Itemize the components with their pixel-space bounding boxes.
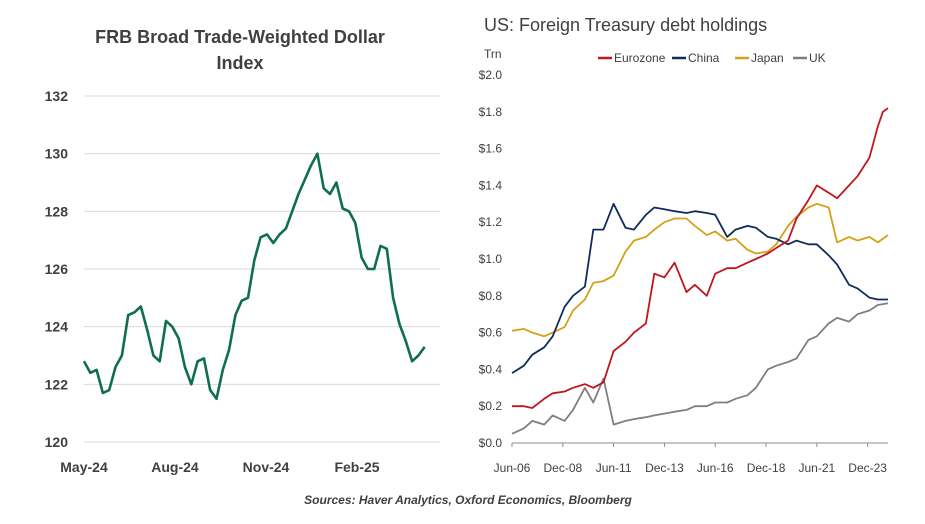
x-tick-label: Jun-11 (596, 461, 632, 475)
y-tick-label: $0.4 (479, 362, 503, 376)
y-tick-label: $1.2 (479, 215, 503, 229)
x-tick-label: Dec-13 (645, 461, 684, 475)
series-line-uk (511, 302, 889, 435)
x-tick-label: Feb-25 (334, 459, 379, 475)
y-tick-label: $0.6 (479, 326, 503, 340)
treasury-holdings-x-ticks: Jun-06 Dec-08 Jun-11 Dec-13 Jun-16 Dec-18 Jun-… (494, 461, 888, 475)
y-tick-label: $1.8 (479, 105, 503, 119)
y-tick-label: 130 (45, 146, 69, 162)
y-tick-label: 132 (45, 88, 69, 104)
dollar-index-line (82, 152, 426, 401)
y-tick-label: $1.4 (479, 178, 503, 192)
x-tick-label: Dec-08 (544, 461, 583, 475)
treasury-holdings-y-ticks: $0.0 $0.2 $0.4 $0.6 $0.8 $1.0 $1.2 $1.4 $1.6 $1.8… (479, 68, 503, 450)
y-tick-label: 128 (45, 203, 69, 219)
y-tick-label: 124 (45, 319, 69, 335)
legend-label: Japan (751, 51, 784, 65)
x-tick-label: Jun-21 (798, 461, 835, 475)
x-tick-label: Dec-18 (747, 461, 786, 475)
dollar-index-gridlines (84, 95, 440, 443)
treasury-holdings-title: US: Foreign Treasury debt holdings (484, 15, 767, 35)
series-line-japan (511, 202, 889, 338)
treasury-holdings-legend: Eurozone China Japan UK (598, 51, 826, 65)
dollar-index-title-line-1: FRB Broad Trade-Weighted Dollar (95, 27, 385, 47)
y-tick-label: $0.8 (479, 289, 503, 303)
x-tick-label: Jun-16 (697, 461, 734, 475)
legend-label: Eurozone (614, 51, 666, 65)
treasury-holdings-chart: US: Foreign Treasury debt holdings Trn E… (479, 15, 889, 475)
y-tick-label: 126 (45, 261, 69, 277)
dollar-index-y-ticks: 120 122 124 126 128 130 132 (45, 88, 69, 450)
y-tick-label: 122 (45, 376, 69, 392)
series-line-china (511, 202, 888, 374)
treasury-holdings-x-axis (511, 442, 888, 447)
dollar-index-x-ticks: May-24 Aug-24 Nov-24 Feb-25 (60, 459, 380, 475)
legend-label: UK (809, 51, 826, 65)
y-tick-label: 120 (45, 434, 69, 450)
x-tick-label: Dec-23 (848, 461, 887, 475)
treasury-holdings-series (511, 107, 889, 435)
legend-label: China (688, 51, 720, 65)
x-tick-label: Aug-24 (151, 459, 199, 475)
dollar-index-series (82, 152, 426, 401)
source-note: Sources: Haver Analytics, Oxford Economi… (304, 493, 632, 507)
y-tick-label: $1.6 (479, 142, 503, 156)
treasury-holdings-y-label: Trn (484, 47, 502, 61)
x-tick-label: Nov-24 (243, 459, 290, 475)
y-tick-label: $2.0 (479, 68, 503, 82)
dollar-index-title-line-2: Index (216, 53, 263, 73)
dollar-index-chart: FRB Broad Trade-Weighted Dollar Index 12… (45, 27, 440, 475)
series-line-eurozone (512, 107, 889, 409)
x-tick-label: Jun-06 (494, 461, 531, 475)
y-tick-label: $1.0 (479, 252, 503, 266)
x-tick-label: May-24 (60, 459, 108, 475)
y-tick-label: $0.2 (479, 399, 503, 413)
y-tick-label: $0.0 (479, 436, 503, 450)
